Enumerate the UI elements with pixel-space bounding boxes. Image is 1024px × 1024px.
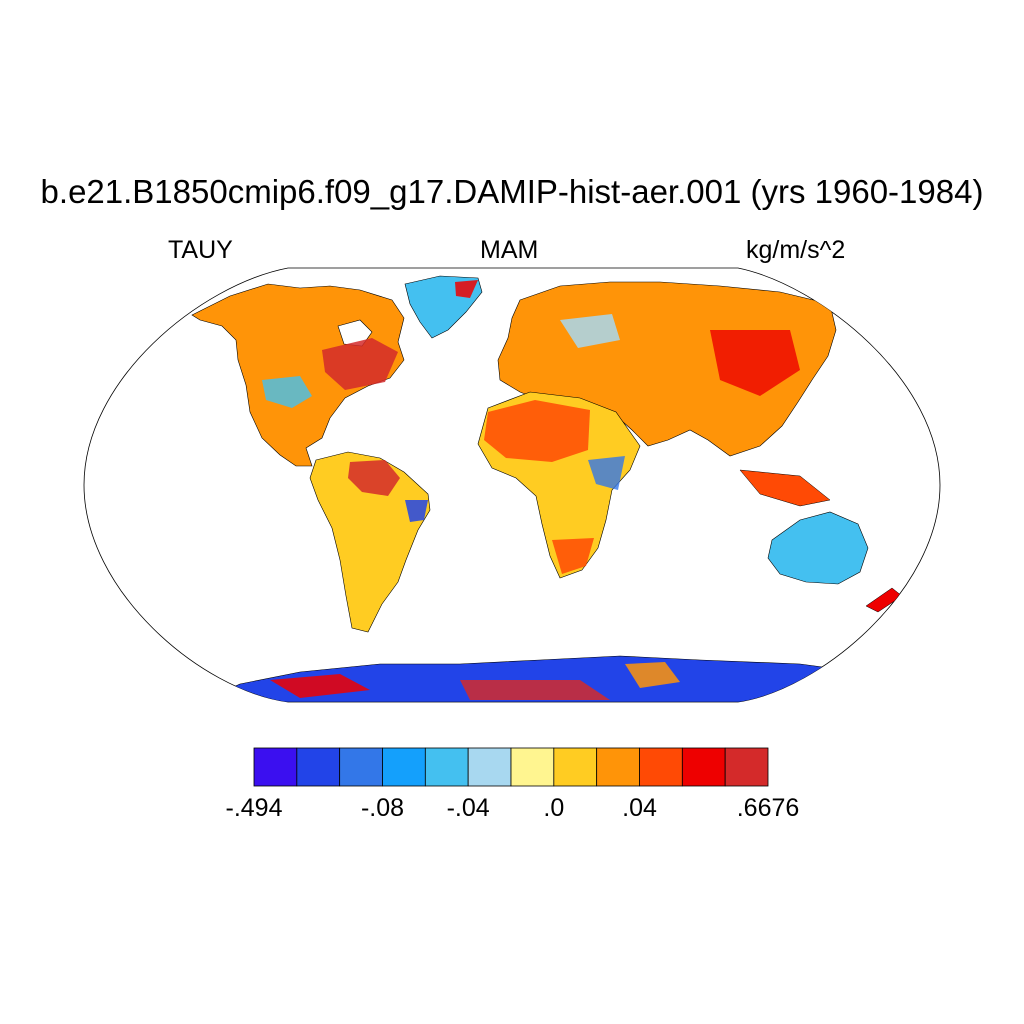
south-africa-red [552,538,594,574]
map-title: b.e21.B1850cmip6.f09_g17.DAMIP-hist-aer.… [40,173,984,210]
se-asia-islands [739,469,831,507]
colorbar [253,747,769,787]
asia-red-patch [710,330,800,396]
colorbar-tick-label: .04 [622,794,657,822]
variable-label: TAUY [168,236,233,264]
colorbar-box [596,747,640,787]
colorbar-tick-label: -.494 [225,794,283,822]
colorbar-box [639,747,683,787]
sa-red-patch [348,460,400,496]
colorbar-box [724,747,769,787]
region-south-america [309,451,431,633]
sa-blue-patch [405,500,428,522]
europe-blue-patch [560,314,620,348]
antarctica-red-2 [460,680,610,700]
colorbar-box [339,747,383,787]
units-label: kg/m/s^2 [746,236,846,264]
antarctica-orange [625,662,680,688]
season-label: MAM [480,236,539,264]
colorbar-box [382,747,426,787]
na-warm-patch [322,338,398,390]
colorbar-box [510,747,555,787]
antarctica-red-1 [270,674,370,698]
africa-blue [588,456,625,490]
colorbar-box [424,747,469,787]
colorbar-tick-label: -.04 [446,794,490,822]
colorbar-box [296,747,341,787]
colorbar-tick-label: -.08 [360,794,405,822]
colorbar-box [467,747,512,787]
colorbar-box [681,747,726,787]
sahara-red [484,400,590,462]
na-blue-patch [262,376,312,408]
region-antarctica [199,655,901,702]
colorbar-box [553,747,598,787]
hudson-bay [337,319,373,347]
colorbar-tick-label: .0 [543,794,565,822]
colorbar-box [253,747,298,787]
greenland-red [455,280,478,298]
colorbar-tick-label: .6676 [736,794,800,822]
region-australia [767,511,869,585]
